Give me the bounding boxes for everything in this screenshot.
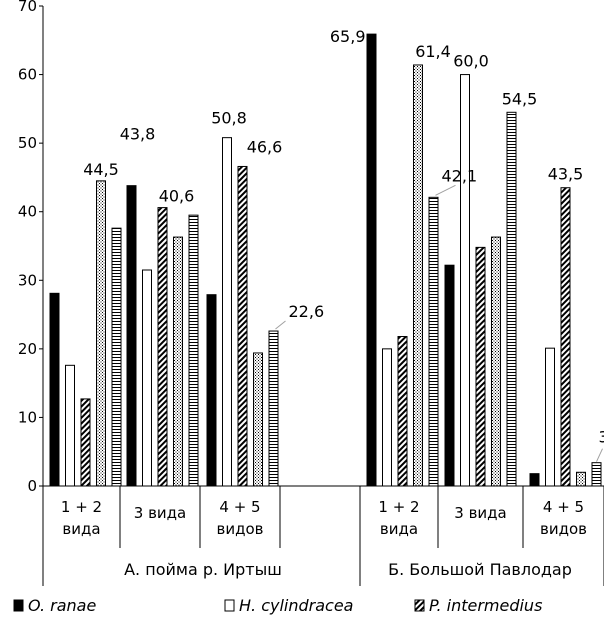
data-labels: 44,543,8 40,6 50,846,6 22,6 65,9 61,4 42,1 60,0…: [83, 27, 604, 462]
bar: [126, 185, 137, 487]
bar: [65, 364, 75, 487]
y-tick-label: 0: [27, 477, 37, 495]
y-tick-label: 10: [18, 408, 37, 426]
data-label-leader: [275, 320, 286, 330]
data-label: 43,8: [120, 125, 156, 144]
bar: [253, 352, 263, 487]
y-tick-label: 20: [18, 340, 37, 358]
legend-label: H. cylindracea: [239, 596, 353, 615]
bar: [576, 471, 586, 487]
category-label: 1 + 2: [378, 498, 419, 516]
category-label: видов: [217, 520, 264, 538]
category-label: 4 + 5: [543, 498, 584, 516]
group-label: Б. Большой Павлодар: [388, 560, 572, 579]
data-label: 61,4: [415, 42, 451, 61]
legend-label: O. ranae: [28, 596, 96, 615]
category-label: вида: [62, 520, 100, 538]
y-tick-label: 50: [18, 134, 37, 152]
bar: [491, 236, 501, 487]
y-tick-label: 40: [18, 203, 37, 221]
data-label: 40,6: [159, 187, 195, 206]
data-label: 44,5: [83, 160, 119, 179]
bar: [560, 187, 571, 487]
category-label: 3 вида: [134, 504, 186, 522]
bar: [80, 398, 91, 487]
y-tick-label: 60: [18, 66, 37, 84]
legend-swatch: [224, 599, 235, 612]
category-label: видов: [540, 520, 587, 538]
category-label: 1 + 2: [61, 498, 102, 516]
legend: O. ranae H. cylindracea P. intermedius: [13, 596, 542, 615]
data-label: 3,4: [599, 428, 604, 447]
bar: [237, 165, 248, 487]
bar: [142, 269, 152, 487]
bar: [96, 180, 106, 487]
bar: [173, 236, 183, 487]
bar: [529, 473, 540, 487]
bar: [268, 330, 279, 487]
legend-swatch: [13, 599, 24, 612]
legend-swatch: [414, 599, 425, 612]
bar: [222, 137, 232, 487]
category-label: вида: [380, 520, 418, 538]
bar: [397, 336, 408, 487]
category-label: 3 вида: [454, 504, 506, 522]
data-label-leader: [596, 448, 603, 462]
bar: [545, 347, 555, 487]
data-label: 22,6: [289, 302, 325, 321]
bar: [444, 264, 455, 487]
data-label: 54,5: [502, 89, 538, 108]
axes: 0 10 20 30 40 50 60 70: [18, 0, 604, 586]
legend-label: P. intermedius: [429, 596, 542, 615]
data-label-leader: [435, 184, 456, 196]
bar: [49, 292, 60, 487]
data-label: 43,5: [548, 165, 584, 184]
category-label: 4 + 5: [219, 498, 260, 516]
bar: [475, 246, 486, 487]
group-label: А. пойма р. Иртыш: [124, 560, 282, 579]
bar: [460, 74, 470, 487]
data-label: 65,9: [330, 27, 366, 46]
bar: [157, 207, 168, 487]
category-labels: 1 + 2 вида 3 вида 4 + 5 видов А. пойма р. Ирт…: [61, 498, 587, 579]
y-tick-label: 30: [18, 271, 37, 289]
data-label: 42,1: [442, 166, 478, 185]
data-label: 60,0: [453, 52, 489, 71]
bar: [428, 196, 439, 487]
bar: [366, 33, 377, 487]
bar: [591, 462, 602, 487]
bars: [49, 33, 602, 487]
bar: [382, 348, 392, 487]
bar: [413, 64, 423, 487]
y-tick-label: 70: [18, 0, 37, 15]
data-label: 50,8: [211, 109, 247, 128]
bar: [206, 294, 217, 487]
bar: [506, 111, 517, 487]
data-label: 46,6: [247, 137, 283, 156]
bar: [188, 214, 199, 487]
bar: [111, 227, 122, 487]
